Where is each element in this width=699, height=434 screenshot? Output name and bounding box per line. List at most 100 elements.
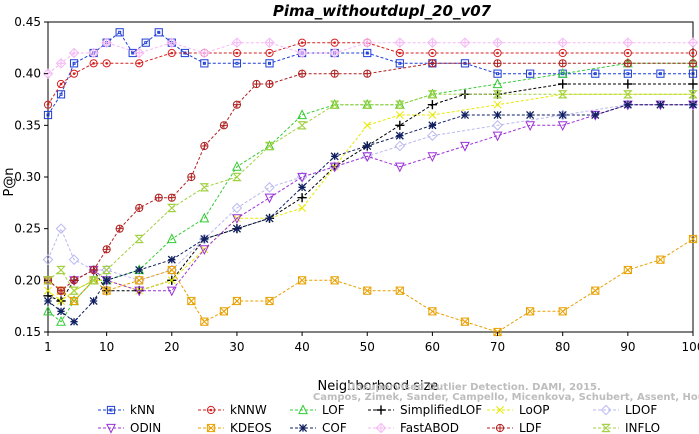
- data-point-cof: [330, 152, 339, 161]
- data-point-ldof: [42, 254, 54, 265]
- data-point-inflo: [69, 286, 79, 295]
- data-point-fastabod: [296, 47, 308, 59]
- data-point-ldf: [200, 141, 209, 151]
- legend-label: COF: [322, 421, 347, 434]
- series-kdeos: [43, 234, 698, 337]
- legend-item-simplifiedlof: SimplifiedLOF: [368, 403, 482, 417]
- data-point-inflo: [557, 90, 568, 99]
- x-tick-label: 50: [360, 340, 375, 354]
- x-tick-label: 30: [229, 340, 244, 354]
- data-point-inflo: [362, 100, 373, 109]
- series-fastabod: [42, 37, 699, 79]
- legend-marker: [376, 405, 386, 415]
- legend-item-loop: LoOP: [487, 403, 550, 417]
- data-point-kdeos: [232, 296, 242, 306]
- data-point-knnw: [43, 100, 53, 109]
- data-point-fastabod: [88, 47, 99, 59]
- data-point-ldf: [330, 69, 339, 78]
- x-tick-label: 60: [425, 340, 440, 354]
- data-point-odin: [199, 245, 210, 256]
- series-ldof: [42, 99, 699, 286]
- data-point-inflo: [623, 90, 633, 99]
- data-point-cof: [363, 141, 372, 151]
- data-point-kdeos: [102, 286, 111, 295]
- data-point-ldf: [135, 203, 144, 213]
- data-point-inflo: [43, 276, 53, 285]
- data-point-lof: [43, 305, 53, 316]
- data-point-ldf: [219, 121, 229, 130]
- data-point-knn: [141, 38, 150, 47]
- data-point-fastabod: [264, 37, 275, 48]
- data-point-ldf: [232, 100, 242, 109]
- y-axis-label: P@n: [2, 167, 17, 196]
- data-point-ldof: [394, 140, 406, 152]
- data-point-ldf: [688, 59, 698, 68]
- legend-item-cof: COF: [290, 421, 347, 434]
- data-point-knnw: [395, 48, 404, 58]
- legend-label: LoOP: [519, 403, 550, 417]
- data-point-odin: [329, 162, 340, 173]
- legend-label: LDF: [519, 421, 542, 434]
- y-tick-label: 0.40: [14, 67, 41, 81]
- x-tick-label: 100: [682, 340, 699, 354]
- data-point-loop: [44, 286, 52, 295]
- data-point-cof: [200, 234, 209, 244]
- data-point-fastabod: [361, 37, 373, 48]
- legend-item-lof: LOF: [290, 403, 345, 417]
- x-axis: 1 10 20 30 40 50 60 70 80 90 100: [44, 332, 699, 354]
- data-point-ldof: [68, 254, 80, 265]
- data-point-cof: [43, 296, 53, 306]
- data-point-kdeos: [526, 307, 535, 316]
- data-point-lof: [232, 160, 242, 171]
- data-point-kdeos: [395, 286, 404, 295]
- data-point-knn: [200, 59, 209, 68]
- data-point-knnw: [688, 48, 698, 58]
- series-line-kdeos: [47, 238, 694, 333]
- data-point-ldf: [297, 69, 307, 78]
- data-point-lof: [199, 212, 210, 223]
- x-tick-label: 90: [620, 340, 635, 354]
- chart-title: Pima_withoutdupl_20_v07: [273, 2, 492, 20]
- legend-label: FastABOD: [400, 421, 459, 434]
- data-point-inflo: [492, 90, 503, 99]
- legend-marker: [495, 423, 505, 433]
- data-point-odin: [232, 214, 242, 225]
- x-tick-label: 70: [490, 340, 505, 354]
- data-point-knn: [493, 69, 502, 78]
- data-point-fastabod: [427, 37, 438, 48]
- data-point-ldf: [363, 69, 372, 78]
- y-tick-label: 0.30: [14, 170, 41, 184]
- legend: kNN kNNW LOF SimplifiedLOF LoOP LDOF ODIN KDEOS…: [98, 403, 660, 434]
- data-point-knnw: [232, 48, 242, 58]
- data-point-cof: [265, 214, 274, 223]
- legend-label: kNN: [130, 403, 155, 417]
- data-point-knnw: [56, 79, 66, 89]
- data-point-knn: [265, 59, 274, 68]
- legend-label: INFLO: [625, 421, 660, 434]
- data-point-ldof: [557, 109, 569, 121]
- data-point-fastabod: [329, 47, 340, 59]
- x-tick-label: 10: [99, 340, 114, 354]
- data-point-ldf: [428, 59, 437, 68]
- data-point-loop: [493, 100, 502, 109]
- data-point-kdeos: [265, 296, 274, 306]
- legend-item-knnw: kNNW: [198, 403, 267, 417]
- data-point-knn: [395, 59, 404, 68]
- data-point-knn: [656, 69, 665, 78]
- data-point-cof: [56, 307, 66, 316]
- data-point-ldf: [167, 193, 176, 202]
- data-point-inflo: [329, 100, 340, 109]
- data-point-inflo: [56, 265, 66, 275]
- data-point-knnw: [69, 69, 79, 78]
- series-knnw: [43, 38, 698, 109]
- data-point-kdeos: [135, 276, 144, 285]
- data-point-knnw: [297, 38, 307, 47]
- data-point-ldof: [427, 130, 438, 141]
- data-point-cof: [493, 110, 502, 120]
- y-tick-label: 0.25: [14, 222, 41, 236]
- data-point-cof: [656, 100, 665, 109]
- data-point-inflo: [199, 183, 210, 192]
- data-point-inflo: [427, 90, 438, 99]
- data-point-inflo: [88, 276, 99, 285]
- data-point-inflo: [688, 90, 698, 99]
